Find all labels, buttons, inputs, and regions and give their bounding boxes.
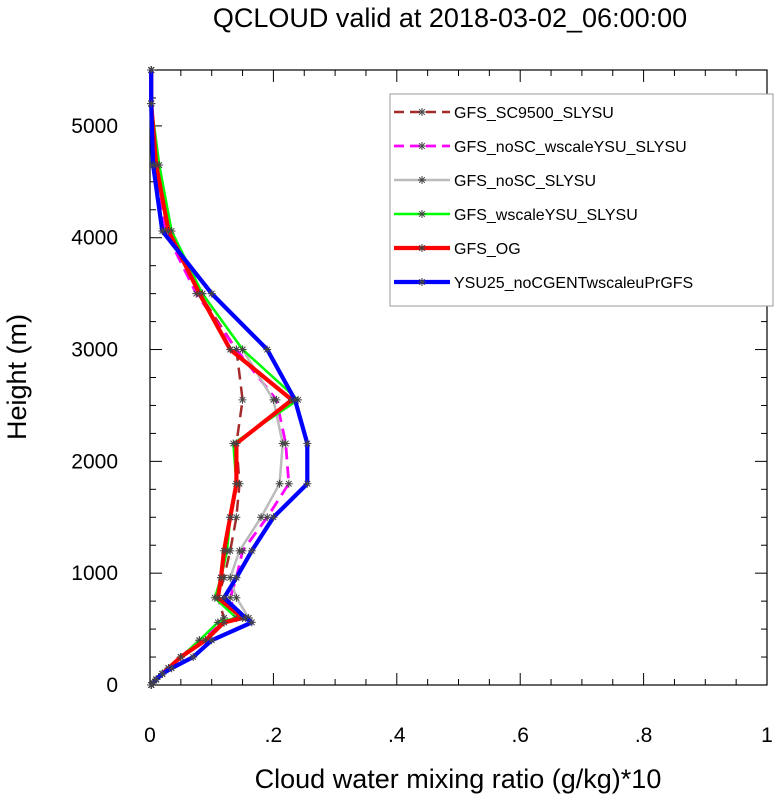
data-point xyxy=(232,439,241,448)
legend-marker xyxy=(418,176,426,184)
y-tick-label: 3000 xyxy=(71,339,118,362)
data-point xyxy=(232,479,241,488)
data-point xyxy=(220,546,229,555)
x-tick-label: .4 xyxy=(388,724,406,747)
data-point xyxy=(247,546,256,555)
legend-marker xyxy=(418,244,426,252)
y-tick-label: 0 xyxy=(106,674,118,697)
data-point xyxy=(226,513,235,522)
legend-marker xyxy=(418,142,426,150)
data-point xyxy=(257,513,266,522)
data-point xyxy=(147,66,156,74)
series-line-ysu25-nocgentwscaleuprgfs xyxy=(149,70,310,687)
y-axis-label: Height (m) xyxy=(2,314,32,440)
data-point xyxy=(226,345,235,354)
y-tick-label: 5000 xyxy=(71,115,118,138)
data-point xyxy=(263,345,272,354)
data-point xyxy=(158,669,167,678)
legend-item-gfs-nosc-slysu: GFS_noSC_SLYSU xyxy=(394,173,596,190)
data-point xyxy=(303,439,312,448)
x-tick-label: 0 xyxy=(144,724,156,747)
data-point xyxy=(167,664,176,673)
legend-marker xyxy=(418,108,426,116)
data-point xyxy=(176,653,185,662)
legend-item-gfs-sc9500-slysu: GFS_SC9500_SLYSU xyxy=(394,105,614,122)
legend-marker xyxy=(418,210,426,218)
legend-label: GFS_wscaleYSU_SLYSU xyxy=(454,207,638,224)
chart-title: QCLOUD valid at 2018-03-02_06:00:00 xyxy=(213,3,687,33)
data-point xyxy=(275,479,284,488)
data-point xyxy=(241,613,250,622)
x-tick-label: .8 xyxy=(635,724,653,747)
data-point xyxy=(158,227,167,236)
series-lines xyxy=(147,66,312,689)
legend-label: GFS_SC9500_SLYSU xyxy=(454,105,614,122)
y-tick-label: 1000 xyxy=(71,562,118,585)
data-point xyxy=(216,573,225,582)
data-point xyxy=(269,395,278,404)
x-tick-label: .6 xyxy=(511,724,529,747)
x-tick-label: .2 xyxy=(265,724,283,747)
legend-item-gfs-wscaleysu-slysu: GFS_wscaleYSU_SLYSU xyxy=(394,207,638,224)
legend-label: GFS_OG xyxy=(454,241,521,258)
y-tick-label: 2000 xyxy=(71,450,118,473)
data-point xyxy=(247,618,256,627)
data-point xyxy=(303,479,312,488)
legend-item-gfs-nosc-wscaleysu-slysu: GFS_noSC_wscaleYSU_SLYSU xyxy=(394,139,687,156)
x-axis-tick-labels: 0 .2 .4 .6 .8 1 xyxy=(144,724,773,747)
y-tick-label: 4000 xyxy=(71,227,118,250)
data-point xyxy=(235,546,244,555)
legend-marker xyxy=(418,278,426,286)
data-point xyxy=(189,653,198,662)
legend: GFS_SC9500_SLYSU GFS_noSC_wscaleYSU_SLYSU… xyxy=(389,93,774,307)
data-point xyxy=(149,161,158,170)
data-point xyxy=(278,439,287,448)
series-ysu25-nocgentwscaleuprgfs xyxy=(147,66,312,689)
data-point xyxy=(232,573,241,582)
data-point xyxy=(238,395,247,404)
data-point xyxy=(147,99,156,108)
data-point xyxy=(232,593,241,602)
data-point xyxy=(195,289,204,298)
data-point xyxy=(269,513,278,522)
legend-box xyxy=(389,93,774,307)
data-point xyxy=(284,479,293,488)
data-point xyxy=(238,345,247,354)
series-line-gfs-og xyxy=(149,70,294,687)
data-point xyxy=(207,289,216,298)
legend-item-gfs-og: GFS_OG xyxy=(394,241,521,258)
data-point xyxy=(232,513,241,522)
x-axis-label: Cloud water mixing ratio (g/kg)*10 xyxy=(255,764,662,794)
legend-label: GFS_noSC_SLYSU xyxy=(454,173,596,190)
legend-label: YSU25_noCGENTwscaleuPrGFS xyxy=(454,275,693,292)
x-tick-label: 1 xyxy=(761,724,773,747)
data-point xyxy=(220,618,229,627)
data-point xyxy=(152,675,161,684)
legend-label: GFS_noSC_wscaleYSU_SLYSU xyxy=(454,139,687,156)
data-point xyxy=(290,395,299,404)
data-point xyxy=(220,593,229,602)
y-axis-tick-labels: 0 1000 2000 3000 4000 5000 xyxy=(71,115,118,697)
legend-item-ysu25-nocgentwscaleuprgfs: YSU25_noCGENTwscaleuPrGFS xyxy=(394,275,693,292)
data-point xyxy=(207,636,216,645)
